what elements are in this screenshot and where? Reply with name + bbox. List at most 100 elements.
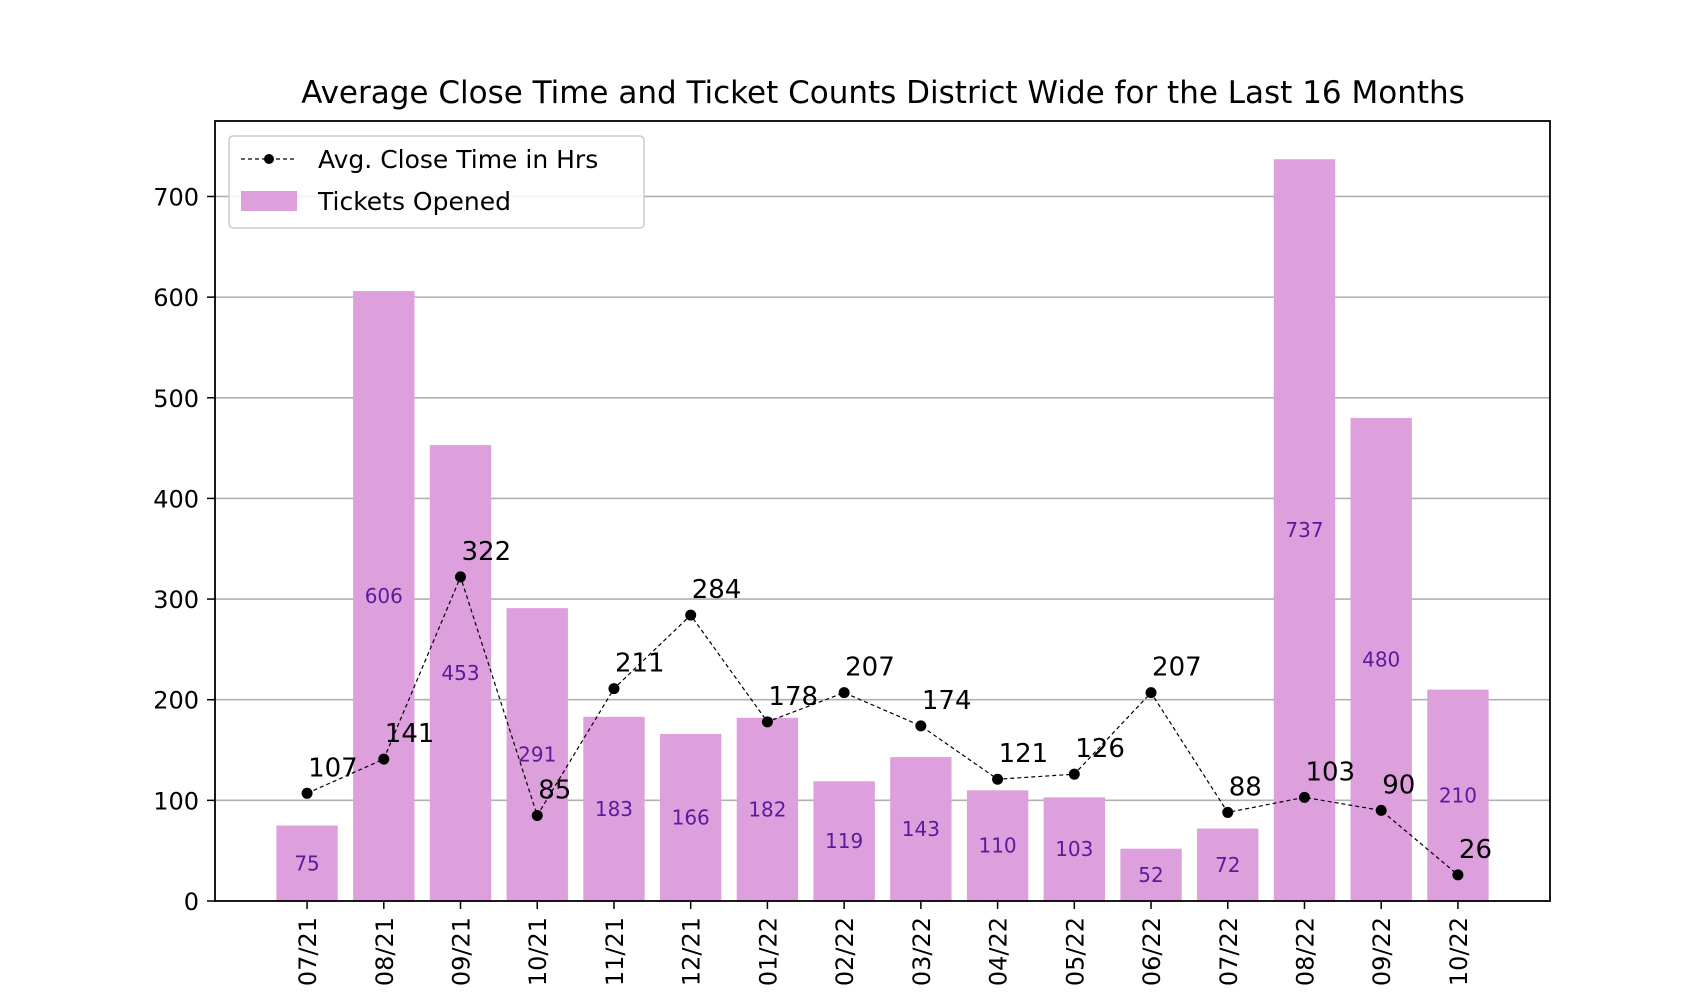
bar-value-label: 183	[595, 797, 633, 821]
line-value-label: 107	[308, 753, 358, 783]
bar-value-label: 606	[365, 584, 403, 608]
bar	[736, 717, 799, 901]
bar-value-label: 110	[978, 834, 1016, 858]
x-tick-label: 01/22	[754, 917, 782, 986]
bar	[813, 781, 875, 901]
legend: Avg. Close Time in Hrs Tickets Opened	[228, 135, 645, 229]
line-point	[378, 753, 390, 765]
line-point	[301, 787, 313, 799]
x-tick-label: 03/22	[908, 917, 936, 986]
legend-line-label: Avg. Close Time in Hrs	[318, 145, 598, 174]
legend-bar-swatch	[241, 191, 297, 211]
y-tick-label: 200	[153, 687, 199, 715]
bar	[506, 608, 568, 901]
bar	[353, 291, 415, 901]
x-tick-label: 08/21	[371, 917, 399, 986]
line-value-label: 178	[768, 682, 818, 712]
line-point	[608, 683, 620, 695]
line-point	[685, 609, 697, 621]
line-value-label: 174	[922, 686, 972, 716]
grid-lines	[215, 195, 1550, 802]
line-value-label: 90	[1382, 770, 1415, 800]
x-tick-label: 08/22	[1291, 917, 1319, 986]
line-value-label: 284	[692, 575, 742, 605]
axes: 0 100 200 300 400 500 600 700 07/21 08/21 09/21 10/…	[153, 120, 1551, 986]
bar	[966, 790, 1029, 901]
bar-value-label: 166	[672, 805, 710, 829]
line-point	[761, 716, 773, 728]
chart-title: Average Close Time and Ticket Counts Dis…	[301, 75, 1465, 111]
x-tick-label: 10/21	[524, 917, 552, 986]
line-value-label: 211	[615, 649, 665, 679]
bar	[583, 716, 645, 901]
line-point	[531, 809, 543, 821]
x-tick-label: 12/21	[678, 917, 706, 986]
bar-value-label: 480	[1362, 647, 1400, 671]
bar-value-label: 182	[748, 797, 786, 821]
bar-value-label: 72	[1215, 853, 1240, 877]
line-value-label: 88	[1229, 772, 1262, 802]
bar	[1273, 159, 1336, 901]
line-point	[1222, 806, 1234, 818]
bar	[1043, 797, 1105, 901]
bar-value-label: 453	[441, 661, 479, 685]
y-tick-label: 100	[153, 787, 199, 815]
x-tick-label: 07/22	[1215, 917, 1243, 986]
x-tick-label: 02/22	[831, 917, 859, 986]
line-point	[992, 773, 1004, 785]
bar	[660, 733, 722, 901]
line-point	[1145, 687, 1157, 699]
line-series: 107 141 322 85 211 284 178 207 174 121 126 207 88 103…	[301, 537, 1492, 881]
bar	[1120, 848, 1182, 901]
line-value-label: 26	[1459, 835, 1492, 865]
bar-value-label: 52	[1138, 863, 1163, 887]
y-tick-label: 700	[153, 183, 199, 211]
bar-value-label: 210	[1439, 783, 1477, 807]
x-tick-label: 11/21	[601, 917, 629, 986]
bar-value-label: 75	[294, 851, 319, 875]
y-tick-label: 400	[153, 485, 199, 513]
y-tick-label: 0	[184, 888, 199, 916]
line-point	[838, 687, 850, 699]
bar-value-label: 103	[1055, 837, 1093, 861]
line-point	[1452, 869, 1464, 881]
x-tick-label: 09/22	[1368, 917, 1396, 986]
x-tick-label: 07/21	[294, 917, 322, 986]
line-point	[1298, 791, 1310, 803]
bar	[276, 825, 338, 901]
bar	[1350, 417, 1412, 901]
x-tick-label: 05/22	[1061, 917, 1089, 986]
line-point	[455, 571, 467, 583]
x-tick-label: 06/22	[1138, 917, 1166, 986]
line-value-label: 207	[845, 653, 895, 683]
legend-frame	[228, 135, 645, 229]
bar	[1197, 828, 1259, 901]
x-tick-label: 09/21	[448, 917, 476, 986]
line-point	[1375, 804, 1387, 816]
line-point	[1068, 768, 1080, 780]
bar-value-label: 737	[1285, 518, 1323, 542]
line-value-label: 85	[538, 775, 571, 805]
line-value-label: 322	[462, 537, 512, 567]
plot-frame	[214, 120, 1551, 902]
bar-value-label: 291	[518, 743, 556, 767]
bar-value-label: 119	[825, 829, 863, 853]
line-value-label: 103	[1305, 757, 1355, 787]
bars	[276, 159, 1489, 901]
legend-bar-label: Tickets Opened	[317, 187, 511, 216]
legend-marker-swatch	[264, 154, 274, 164]
bar	[890, 757, 952, 901]
x-tick-label: 10/22	[1445, 917, 1473, 986]
line-value-label: 121	[999, 739, 1049, 769]
close-time-line	[306, 575, 1459, 876]
bar	[429, 445, 492, 901]
line-value-label: 126	[1075, 734, 1125, 764]
x-tick-label: 04/22	[985, 917, 1013, 986]
bar-labels: 75 606 453 291 183 166 182 119 143 110 103 52 72 737 4…	[294, 518, 1477, 887]
y-tick-label: 500	[153, 385, 199, 413]
y-tick-label: 600	[153, 284, 199, 312]
bar	[1427, 689, 1489, 901]
line-value-label: 141	[385, 719, 435, 749]
line-point	[915, 720, 927, 732]
